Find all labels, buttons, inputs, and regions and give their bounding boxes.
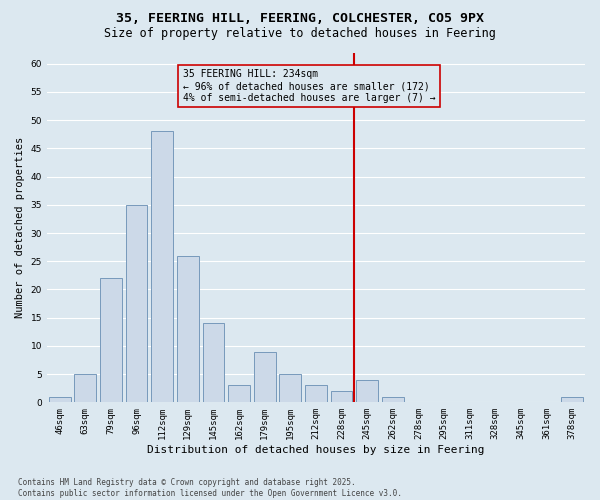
- Y-axis label: Number of detached properties: Number of detached properties: [15, 137, 25, 318]
- Bar: [100, 278, 122, 402]
- Bar: [203, 324, 224, 402]
- Bar: [331, 391, 352, 402]
- X-axis label: Distribution of detached houses by size in Feering: Distribution of detached houses by size …: [147, 445, 485, 455]
- Bar: [49, 396, 71, 402]
- Text: Contains HM Land Registry data © Crown copyright and database right 2025.
Contai: Contains HM Land Registry data © Crown c…: [18, 478, 402, 498]
- Bar: [228, 386, 250, 402]
- Text: Size of property relative to detached houses in Feering: Size of property relative to detached ho…: [104, 28, 496, 40]
- Bar: [280, 374, 301, 402]
- Bar: [305, 386, 327, 402]
- Bar: [382, 396, 404, 402]
- Bar: [254, 352, 275, 403]
- Text: 35, FEERING HILL, FEERING, COLCHESTER, CO5 9PX: 35, FEERING HILL, FEERING, COLCHESTER, C…: [116, 12, 484, 26]
- Bar: [151, 132, 173, 402]
- Bar: [74, 374, 96, 402]
- Bar: [561, 396, 583, 402]
- Bar: [177, 256, 199, 402]
- Bar: [126, 205, 148, 402]
- Text: 35 FEERING HILL: 234sqm
← 96% of detached houses are smaller (172)
4% of semi-de: 35 FEERING HILL: 234sqm ← 96% of detache…: [183, 70, 436, 102]
- Bar: [356, 380, 378, 402]
